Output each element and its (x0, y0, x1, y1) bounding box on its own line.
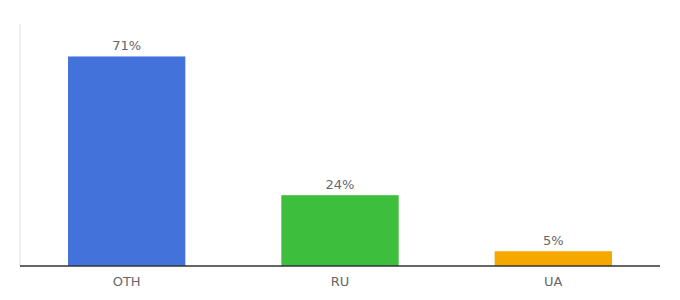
y-axis-line (20, 24, 21, 266)
x-tick-labels: OTH RU UA (113, 274, 563, 289)
data-label: 71% (112, 38, 141, 53)
data-labels: 71% 24% 5% (112, 38, 563, 248)
x-tick-label: OTH (113, 274, 141, 289)
bars (68, 56, 612, 266)
bar (68, 56, 185, 266)
x-tick-label: UA (544, 274, 563, 289)
bar (495, 251, 612, 266)
bar (281, 195, 398, 266)
data-label: 5% (543, 233, 564, 248)
chart: 71% 24% 5% OTH RU UA (0, 0, 680, 300)
x-axis-line (20, 265, 660, 267)
data-label: 24% (326, 177, 355, 192)
x-tick-label: RU (331, 274, 350, 289)
chart-container: 71% 24% 5% OTH RU UA (0, 0, 680, 300)
